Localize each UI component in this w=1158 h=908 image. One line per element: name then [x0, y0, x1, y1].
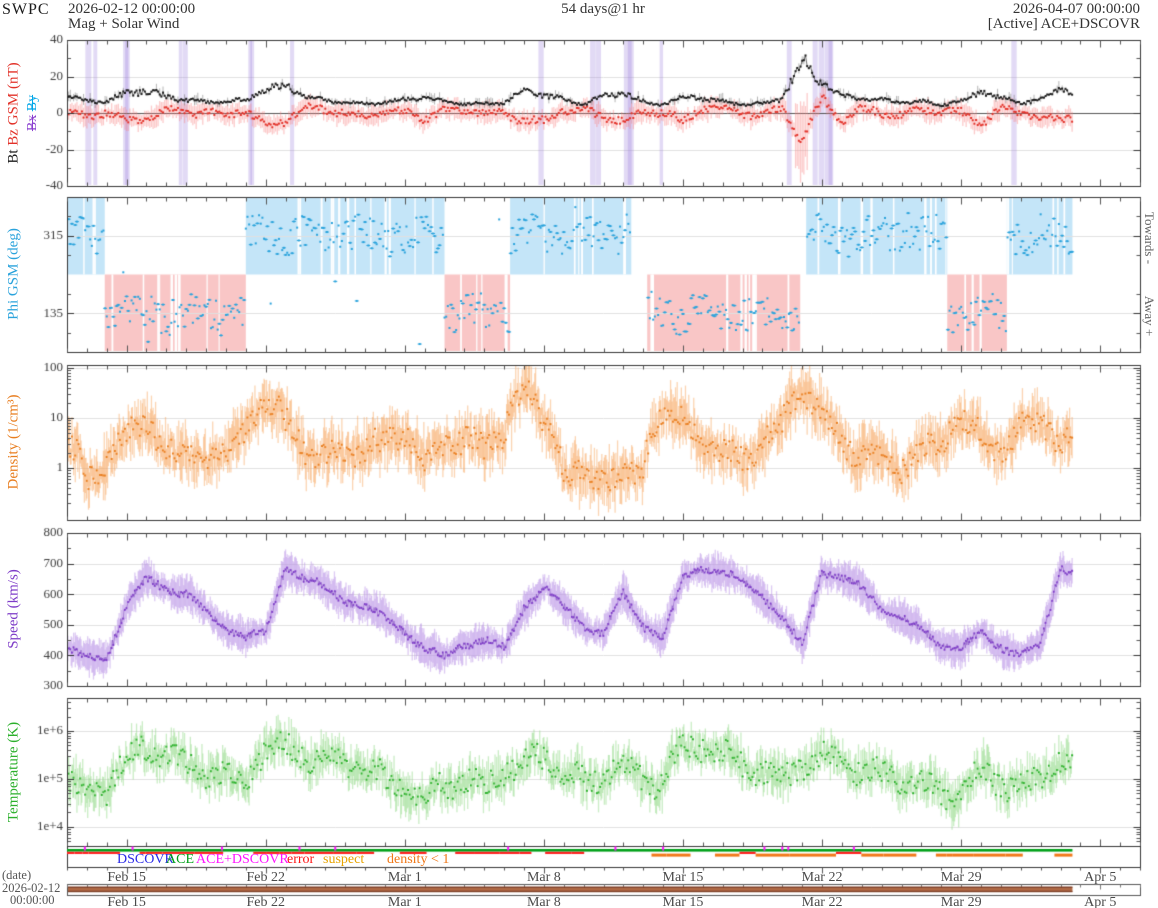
date-tick-label: Mar 1 [387, 895, 422, 908]
legend-item-ace-dscovr: ACE+DSCOVR [196, 852, 289, 867]
by-label-disabled[interactable]: By [25, 94, 40, 112]
date-axis-row-2: Feb 15 Feb 22 Mar 1 Mar 8 Mar 15 Mar 22 Mar 29… [0, 895, 1158, 908]
bt-label: Bt [5, 149, 22, 164]
legend-item-suspect: suspect [323, 852, 365, 867]
date-tick-label: Mar 8 [526, 870, 561, 885]
footer-start-time: 00:00:00 [10, 893, 55, 907]
time-range-selector[interactable] [67, 884, 1140, 896]
status-label: [Active] ACE+DSCOVR [987, 16, 1140, 32]
swpc-brand: SWPC [2, 1, 50, 18]
date-tick-label: Apr 5 [1084, 870, 1117, 885]
date-tick-label: Feb 15 [107, 895, 146, 908]
date-tick-label: Mar 1 [387, 870, 422, 885]
date-tick-label: Mar 8 [526, 895, 561, 908]
legend-item-dscovr: DSCOVR [117, 852, 174, 867]
plot-title: Mag + Solar Wind [68, 16, 180, 32]
speed-axis-title: Speed (km/s) [5, 569, 22, 649]
date-tick-label: Feb 22 [246, 870, 285, 885]
date-tick-label: Mar 29 [940, 870, 982, 885]
mag-axis-title: Bt Bz GSM (nT) [6, 62, 23, 163]
bx-label-disabled[interactable]: Bx [25, 114, 40, 132]
end-datetime: 2026-04-07 00:00:00 [1012, 1, 1140, 17]
date-tick-label: Mar 29 [940, 895, 982, 908]
data-source-legend: DSCOVR ACE ACE+DSCOVR error suspect density <… [0, 852, 1158, 867]
date-tick-label: Apr 5 [1084, 895, 1117, 908]
legend-item-ace: ACE [166, 852, 194, 867]
date-tick-label: Feb 15 [107, 870, 146, 885]
date-tick-label: Mar 15 [662, 870, 704, 885]
footer-start-date: 2026-02-12 [2, 880, 61, 895]
date-tick-label: Mar 15 [662, 895, 704, 908]
date-tick-label: Feb 22 [246, 895, 285, 908]
density-axis-title: Density (1/cm³) [5, 394, 22, 490]
date-axis-row-1: Feb 15 Feb 22 Mar 1 Mar 8 Mar 15 Mar 22 Mar 29… [0, 870, 1158, 885]
duration-label: 54 days@1 hr [561, 1, 645, 17]
date-axis-caption-block: (date) 2026-02-12 00:00:00 [2, 869, 60, 907]
start-datetime: 2026-02-12 00:00:00 [68, 1, 196, 17]
date-axis-caption: (date) [2, 868, 32, 882]
mag-axis-title-disabled: Bx By [25, 95, 41, 131]
bz-label: Bz GSM (nT) [5, 62, 22, 146]
away-label: Away + [1142, 295, 1157, 337]
towards-label: Towards - [1142, 211, 1157, 265]
phi-axis-title: Phi GSM (deg) [5, 228, 22, 320]
legend-item-error: error [287, 852, 315, 867]
legend-item-density-1: density < 1 [387, 852, 450, 867]
temperature-axis-title: Temperature (K) [5, 721, 22, 823]
date-tick-label: Mar 22 [801, 870, 843, 885]
date-tick-label: Mar 22 [801, 895, 843, 908]
